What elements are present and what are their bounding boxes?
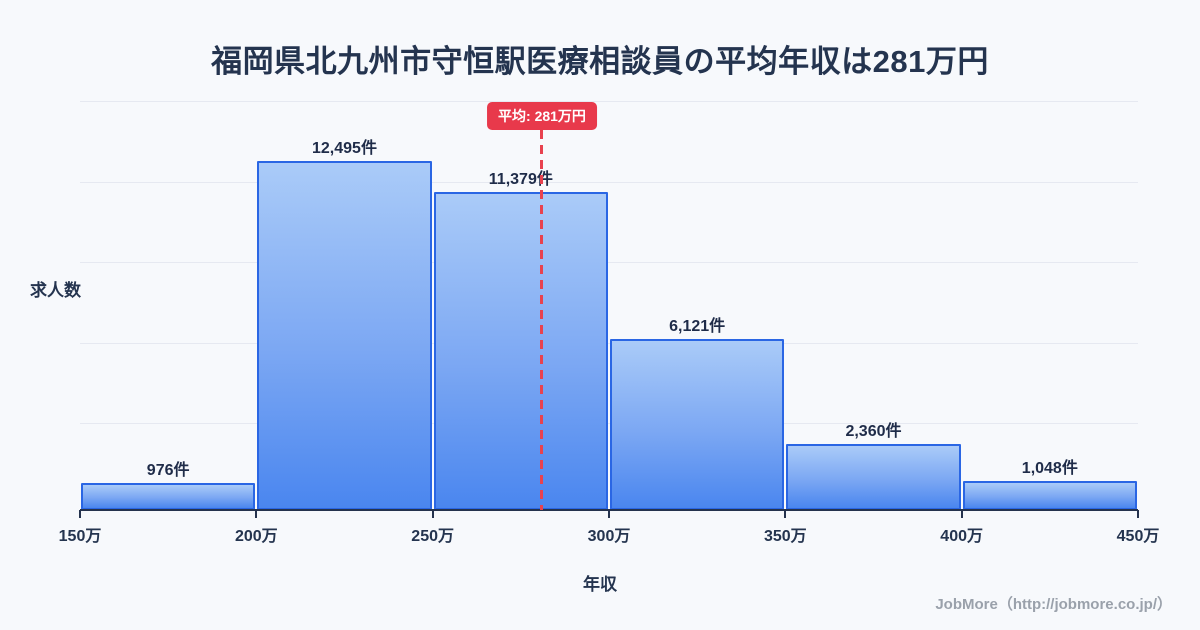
bar-value-label: 12,495件: [312, 140, 377, 157]
y-axis-title: 求人数: [30, 281, 81, 300]
x-axis-ticks: 150万 200万 250万 300万 350万 400万 450万: [59, 510, 1159, 550]
x-axis-title: 年収: [583, 575, 617, 594]
tick-mark: [1137, 510, 1139, 518]
tick-label: 450万: [1116, 528, 1160, 545]
bar-value-label: 11,379件: [488, 171, 553, 189]
histogram-bar: 1,048件: [962, 460, 1137, 510]
bar-value-label: 2,360件: [845, 423, 902, 441]
tick-label: 150万: [58, 528, 102, 545]
chart-title: 福岡県北九州市守恒駅医療相談員の平均年収は281万円: [211, 44, 989, 79]
gridline: [80, 423, 1138, 424]
bar-value-label: 6,121件: [669, 318, 726, 336]
average-value-badge: 平均: 281万円: [487, 102, 597, 130]
average-dashed-line: [540, 130, 544, 510]
gridline: [80, 182, 1138, 183]
tick-label: 250万: [411, 528, 455, 545]
tick-mark: [960, 510, 963, 518]
bar-slot: 1,048件: [962, 90, 1138, 510]
gridline: [80, 343, 1138, 344]
histogram-bar: 11,379件: [433, 171, 608, 510]
bar-slot: 11,379件: [433, 90, 609, 510]
bar-slot: 2,360件: [785, 90, 961, 510]
histogram-bar: 976件: [81, 462, 256, 510]
bar-value-label: 976件: [146, 461, 190, 479]
histogram-bar: 2,360件: [786, 423, 961, 510]
histogram-bar: 12,495件: [257, 140, 432, 510]
tick-label: 400万: [940, 528, 984, 545]
bar-slot: 976件: [80, 90, 256, 510]
tick-label: 300万: [587, 528, 631, 545]
tick-label: 200万: [234, 528, 278, 545]
tick-mark: [608, 510, 610, 518]
tick-mark: [784, 510, 787, 518]
gridline: [80, 262, 1138, 263]
bar-slot: 6,121件: [609, 90, 785, 510]
tick-mark: [255, 510, 258, 518]
bar-slot: 12,495件: [256, 90, 432, 510]
bar-value-label: 1,048件: [1021, 459, 1078, 477]
tick-label: 350万: [763, 528, 807, 545]
tick-mark: [431, 510, 434, 518]
plot-area: 976件 12,495件 11,379件 6,121件 2,360件 1,048件 平均:…: [59, 90, 1159, 545]
bars-layer: 976件 12,495件 11,379件 6,121件 2,360件 1,048件: [80, 90, 1138, 510]
histogram-bar: 6,121件: [610, 318, 785, 510]
gridline: [80, 101, 1138, 102]
footer-credit: JobMore（http://jobmore.co.jp/）: [935, 596, 1172, 613]
tick-mark: [79, 510, 81, 518]
